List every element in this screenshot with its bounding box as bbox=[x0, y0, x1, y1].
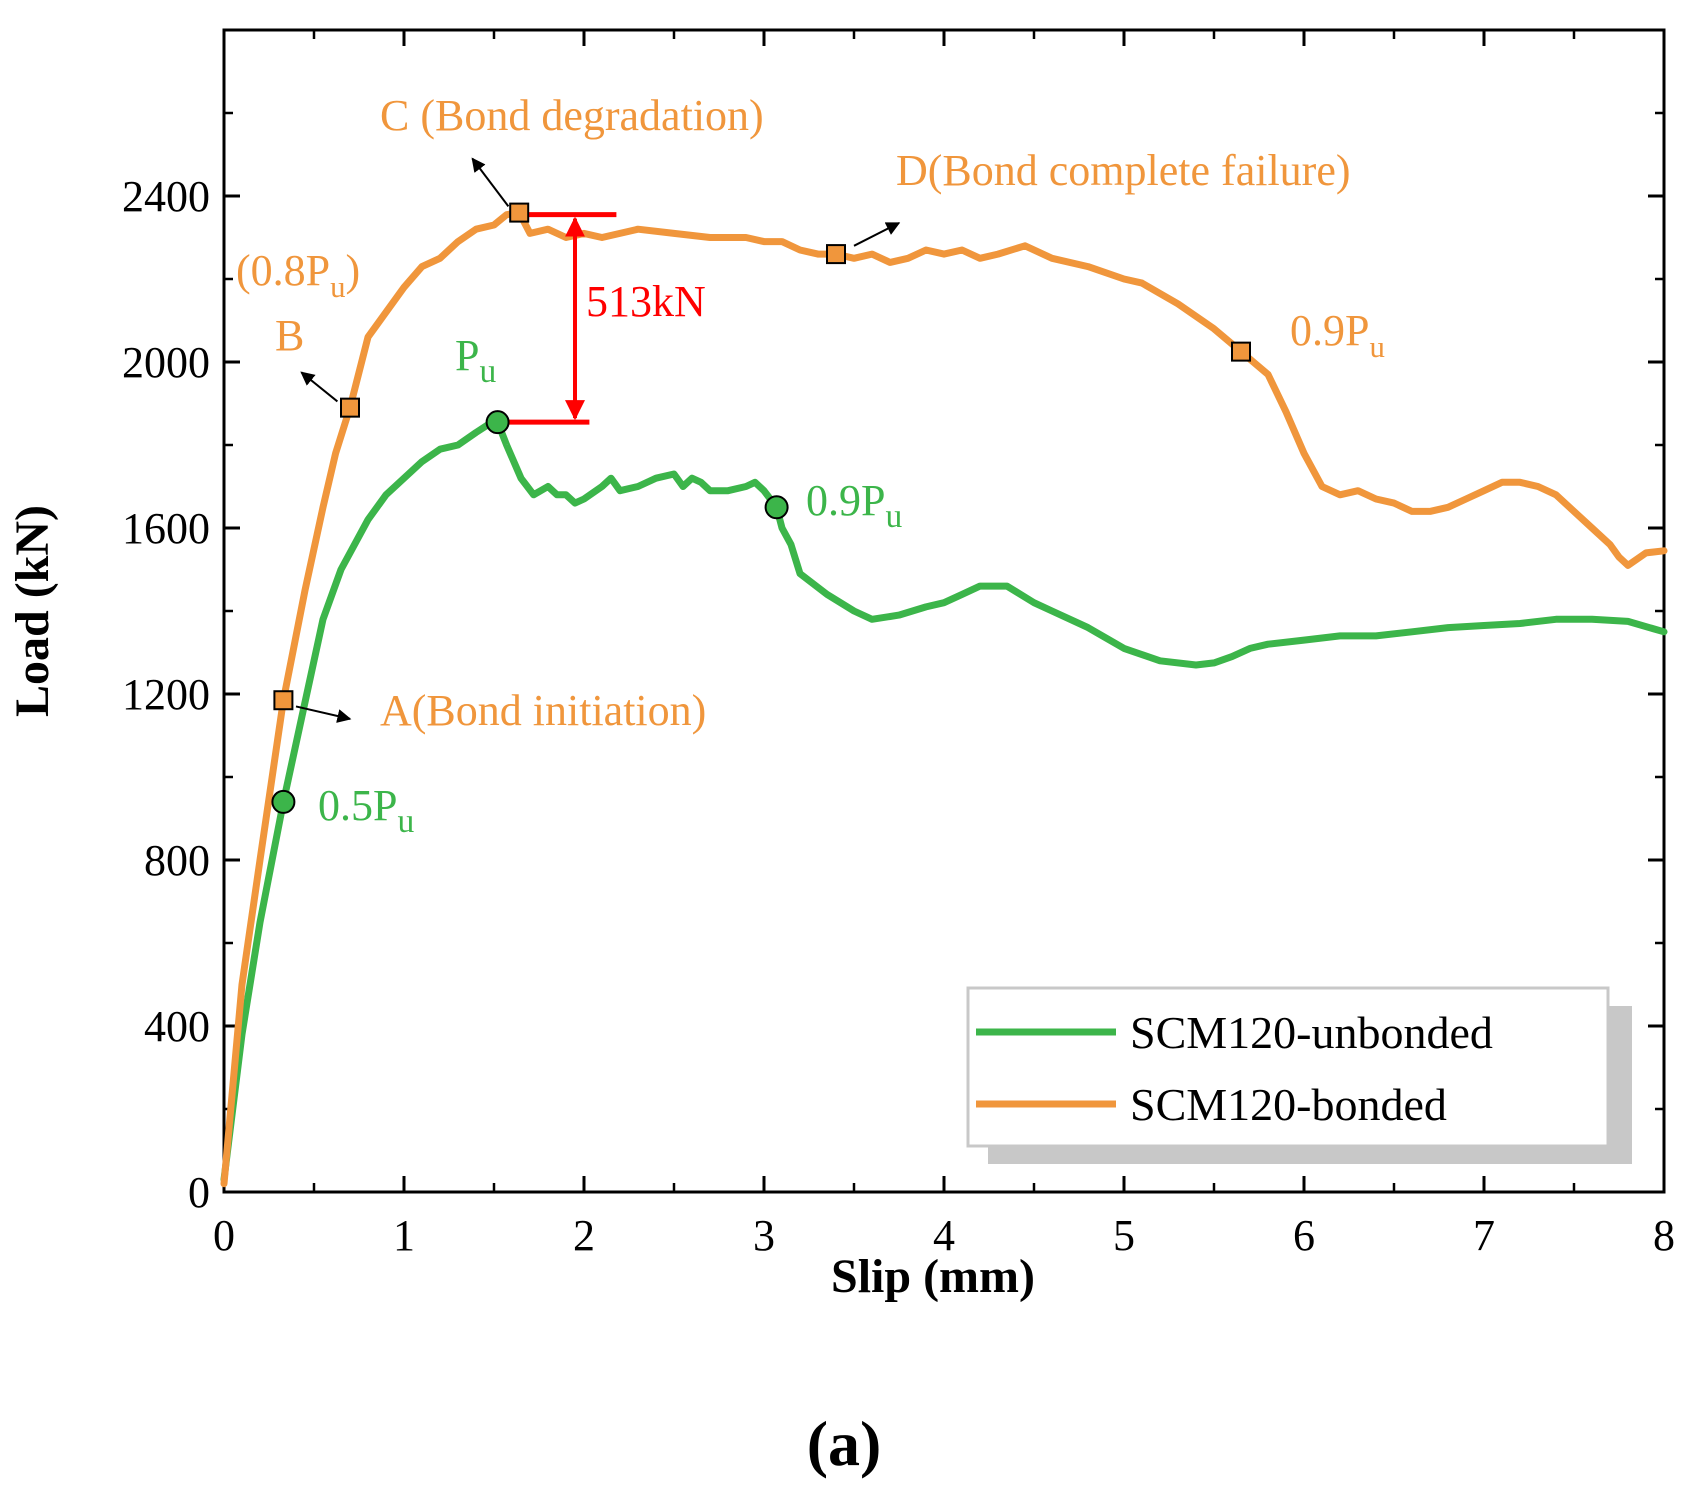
x-tick-label: 8 bbox=[1653, 1211, 1675, 1260]
bonded-square-marker bbox=[509, 202, 530, 223]
label-b: B bbox=[275, 311, 304, 360]
label-a-text: (Bond initiation) bbox=[412, 686, 707, 735]
arrow-a bbox=[295, 705, 352, 723]
y-tick-label: 1200 bbox=[122, 670, 210, 719]
annotation-a: A(Bond initiation) bbox=[380, 686, 706, 735]
bonded-square-marker bbox=[340, 397, 360, 418]
y-axis-title: Load (kN) bbox=[6, 505, 59, 717]
unbonded-series-line bbox=[220, 418, 1668, 1183]
x-tick-labels: 0 1 2 3 4 5 6 7 8 bbox=[213, 1211, 1675, 1260]
label-c-text: C (Bond degradation) bbox=[380, 91, 764, 140]
y-tick-label: 2000 bbox=[122, 338, 210, 387]
panel-label: (a) bbox=[807, 1408, 882, 1479]
label-unbonded-05pu-sub: u bbox=[397, 803, 414, 840]
annotation-bonded-09pu: 0.9Pu bbox=[1290, 306, 1385, 364]
y-tick-label: 800 bbox=[144, 836, 210, 885]
x-tick-label: 4 bbox=[933, 1211, 955, 1260]
y-tick-label: 2400 bbox=[122, 172, 210, 221]
x-tick-label: 5 bbox=[1113, 1211, 1135, 1260]
x-tick-label: 7 bbox=[1473, 1211, 1495, 1260]
y-tick-label: 400 bbox=[144, 1002, 210, 1051]
arrow-c bbox=[471, 157, 510, 207]
annotation-b: B bbox=[275, 311, 304, 360]
label-pu-sub: u bbox=[479, 353, 496, 390]
annotation-unbonded-09pu: 0.9Pu bbox=[806, 476, 902, 535]
x-tick-label: 0 bbox=[213, 1211, 235, 1260]
y-tick-labels: 0 400 800 1200 1600 2000 2400 bbox=[122, 172, 210, 1217]
x-axis-title: Slip (mm) bbox=[831, 1250, 1035, 1303]
label-pu: P bbox=[455, 331, 479, 380]
label-unbonded-09pu-sub: u bbox=[885, 498, 902, 535]
legend-label-unbonded: SCM120-unbonded bbox=[1130, 1007, 1493, 1058]
label-bonded-09pu: 0.9P bbox=[1290, 306, 1369, 355]
unbonded-circle-marker bbox=[764, 495, 789, 520]
arrow-d bbox=[853, 222, 901, 247]
bonded-series-line bbox=[220, 209, 1668, 1188]
bonded-square-marker bbox=[826, 244, 846, 265]
label-b-pre: (0.8P bbox=[236, 246, 330, 295]
label-b-post: ) bbox=[346, 246, 361, 295]
bonded-square-marker bbox=[1231, 341, 1251, 362]
y-tick-label: 1600 bbox=[122, 504, 210, 553]
series-layer bbox=[220, 209, 1668, 1188]
annotation-c: C (Bond degradation) bbox=[380, 91, 764, 140]
annotation-08pu: (0.8Pu) bbox=[236, 246, 360, 304]
label-bonded-09pu-sub: u bbox=[1369, 330, 1384, 364]
marker-layer bbox=[271, 202, 1251, 814]
unbonded-circle-marker bbox=[485, 410, 510, 435]
label-unbonded-09pu: 0.9P bbox=[806, 476, 885, 525]
gap-indicator bbox=[497, 212, 617, 425]
label-a: A bbox=[380, 686, 412, 735]
label-unbonded-05pu: 0.5P bbox=[318, 781, 397, 830]
gap-label: 513kN bbox=[586, 277, 706, 326]
annotation-arrows bbox=[295, 157, 901, 723]
label-d-text: (Bond complete failure) bbox=[928, 146, 1351, 195]
x-tick-label: 1 bbox=[393, 1211, 415, 1260]
unbonded-circle-marker bbox=[271, 789, 296, 814]
x-tick-label: 3 bbox=[753, 1211, 775, 1260]
y-tick-label: 0 bbox=[188, 1168, 210, 1217]
annotation-layer: A(Bond initiation)B(0.8Pu)C (Bond degrad… bbox=[236, 91, 1385, 840]
label-d: D bbox=[896, 146, 928, 195]
legend: SCM120-unbonded SCM120-bonded bbox=[966, 986, 1632, 1164]
bonded-square-marker bbox=[273, 690, 294, 711]
label-b-sub: u bbox=[330, 270, 345, 304]
annotation-d: D(Bond complete failure) bbox=[896, 146, 1351, 195]
arrow-b bbox=[300, 371, 339, 403]
x-tick-label: 6 bbox=[1293, 1211, 1315, 1260]
axis-ticks bbox=[222, 30, 1666, 1194]
annotation-unbonded-05pu: 0.5Pu bbox=[318, 781, 414, 840]
x-tick-label: 2 bbox=[573, 1211, 595, 1260]
annotation-pu: Pu bbox=[455, 331, 496, 390]
legend-box bbox=[966, 986, 1610, 1148]
legend-label-bonded: SCM120-bonded bbox=[1130, 1079, 1447, 1130]
